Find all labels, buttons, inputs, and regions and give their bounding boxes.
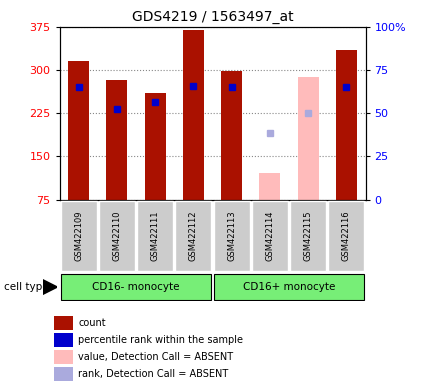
Text: GSM422114: GSM422114 — [265, 211, 275, 262]
Bar — [176, 201, 211, 271]
Text: CD16+ monocyte: CD16+ monocyte — [243, 282, 335, 292]
Text: GSM422111: GSM422111 — [150, 211, 160, 262]
Bar — [329, 201, 364, 271]
Text: CD16- monocyte: CD16- monocyte — [92, 282, 180, 292]
Bar — [336, 50, 357, 200]
Text: percentile rank within the sample: percentile rank within the sample — [78, 335, 243, 345]
Bar — [106, 80, 128, 200]
Bar — [54, 350, 73, 364]
Text: cell type: cell type — [4, 282, 49, 292]
Bar — [298, 77, 319, 200]
Bar — [259, 173, 280, 200]
Bar — [54, 316, 73, 330]
Text: value, Detection Call = ABSENT: value, Detection Call = ABSENT — [78, 352, 233, 362]
Bar — [183, 30, 204, 200]
Title: GDS4219 / 1563497_at: GDS4219 / 1563497_at — [132, 10, 293, 25]
Bar — [214, 274, 364, 300]
Bar — [99, 201, 135, 271]
Text: rank, Detection Call = ABSENT: rank, Detection Call = ABSENT — [78, 369, 229, 379]
Bar — [290, 201, 326, 271]
Text: GSM422113: GSM422113 — [227, 211, 236, 262]
Bar — [61, 201, 96, 271]
Text: GSM422109: GSM422109 — [74, 211, 83, 262]
Text: count: count — [78, 318, 106, 328]
Text: GSM422112: GSM422112 — [189, 211, 198, 262]
Bar — [61, 274, 211, 300]
Bar — [214, 201, 249, 271]
Bar — [252, 201, 288, 271]
Bar — [54, 367, 73, 381]
Bar — [144, 93, 166, 200]
Polygon shape — [42, 280, 57, 295]
Text: GSM422110: GSM422110 — [112, 211, 122, 262]
Bar — [68, 61, 89, 200]
Bar — [54, 333, 73, 347]
Text: GSM422116: GSM422116 — [342, 211, 351, 262]
Text: GSM422115: GSM422115 — [303, 211, 313, 262]
Bar — [221, 71, 242, 200]
Bar — [137, 201, 173, 271]
